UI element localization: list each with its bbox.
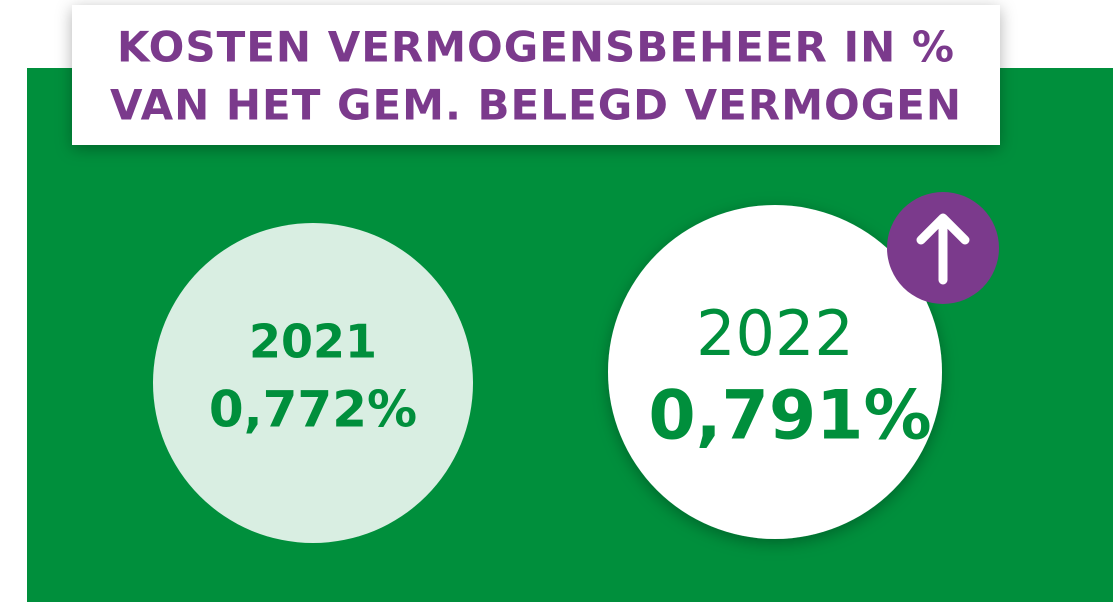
circle-2021 [153, 223, 473, 543]
year: 2021 [249, 315, 377, 369]
circle-2022 [608, 205, 942, 539]
up-badge [887, 192, 999, 304]
year: 2022 [696, 297, 854, 370]
title-line: KOSTEN VERMOGENSBEHEER IN % [117, 23, 955, 72]
value: 0,772% [209, 381, 417, 439]
value: 0,791% [648, 377, 931, 456]
title-line: VAN HET GEM. BELEGD VERMOGEN [110, 81, 962, 130]
title-box [72, 5, 1000, 145]
